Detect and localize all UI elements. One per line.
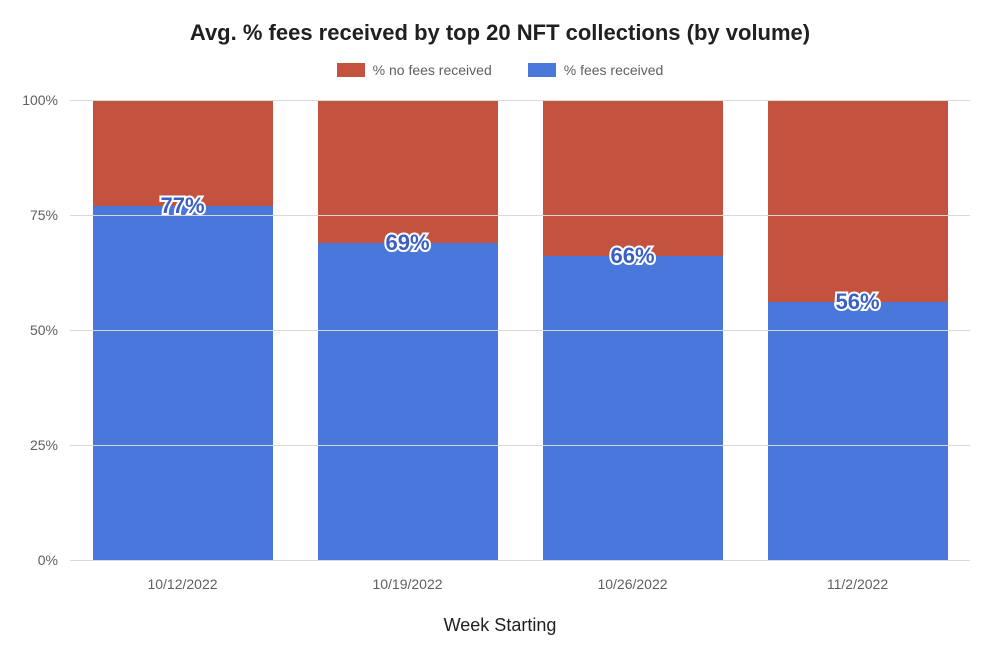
bar-value-label: 66%66% [610, 243, 654, 269]
x-tick-label: 11/2/2022 [827, 576, 888, 592]
bar-segment-no-fees [768, 100, 948, 302]
bar-value-label: 69%69% [385, 230, 429, 256]
bar-segment-fees [93, 206, 273, 560]
bar-value-label: 56%56% [835, 289, 879, 315]
y-tick-label: 25% [0, 437, 58, 453]
y-tick-label: 75% [0, 207, 58, 223]
x-tick-label: 10/26/2022 [597, 576, 667, 592]
chart-title: Avg. % fees received by top 20 NFT colle… [0, 20, 1000, 46]
bar-segment-fees [318, 243, 498, 560]
bar-segment-no-fees [318, 100, 498, 243]
bar-segment-no-fees [93, 100, 273, 206]
legend-label-fees: % fees received [564, 62, 664, 78]
legend-swatch-fees [528, 63, 556, 77]
legend-swatch-no-fees [337, 63, 365, 77]
legend: % no fees received % fees received [0, 62, 1000, 78]
y-tick-label: 50% [0, 322, 58, 338]
bar-segment-fees [543, 256, 723, 560]
y-tick-label: 0% [0, 552, 58, 568]
y-tick-label: 100% [0, 92, 58, 108]
gridline [70, 215, 970, 216]
x-tick-label: 10/12/2022 [147, 576, 217, 592]
chart-container: Avg. % fees received by top 20 NFT colle… [0, 0, 1000, 665]
gridline [70, 560, 970, 561]
bar-segment-no-fees [543, 100, 723, 256]
x-tick-label: 10/19/2022 [372, 576, 442, 592]
bar-segment-fees [768, 302, 948, 560]
legend-item-fees: % fees received [528, 62, 664, 78]
legend-item-no-fees: % no fees received [337, 62, 492, 78]
gridline [70, 100, 970, 101]
gridline [70, 330, 970, 331]
x-axis-title: Week Starting [0, 615, 1000, 636]
legend-label-no-fees: % no fees received [373, 62, 492, 78]
gridline [70, 445, 970, 446]
